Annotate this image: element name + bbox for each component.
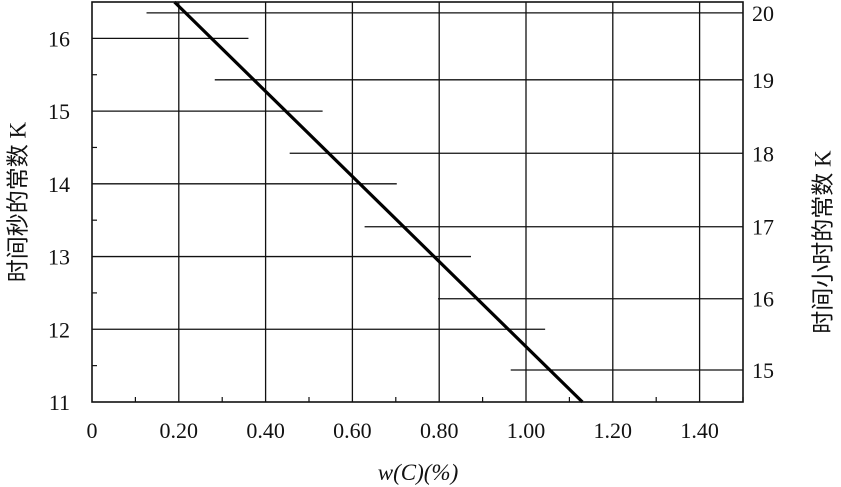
left-tick-label: 14 (48, 172, 70, 197)
right-tick-label: 18 (752, 141, 774, 166)
left-tick-label: 15 (48, 99, 70, 124)
left-tick-label: 11 (49, 390, 70, 415)
right-tick-label: 16 (752, 287, 774, 312)
x-tick-label: 1.20 (594, 418, 633, 443)
left-tick-lines (92, 37, 546, 367)
x-tick-label: 0.60 (333, 418, 372, 443)
series-layer (173, 0, 584, 404)
right-tick-lines (146, 12, 743, 371)
left-tick-label: 12 (48, 317, 70, 342)
left-axis-label: 时间秒的常数 K (5, 121, 30, 282)
x-tick-labels: 0 0.20 0.40 0.60 0.80 1.00 1.20 1.40 (87, 418, 719, 443)
right-tick-label: 15 (752, 358, 774, 383)
plot-frame (91, 1, 744, 403)
grid-layer (134, 2, 744, 402)
left-tick-labels: 11 12 13 14 15 16 (48, 26, 70, 415)
right-axis-label: 时间小时的常数 K (810, 150, 835, 334)
x-axis-label: w(C)(%) (378, 460, 458, 485)
right-tick-label: 17 (752, 215, 774, 240)
x-tick-label: 0.20 (160, 418, 199, 443)
right-tick-labels: 15 16 17 18 19 20 (752, 1, 774, 383)
x-tick-label: 0 (87, 418, 98, 443)
left-tick-label: 16 (48, 26, 70, 51)
x-tick-label: 0.40 (246, 418, 285, 443)
right-tick-label: 20 (752, 1, 774, 26)
x-tick-label: 1.00 (507, 418, 546, 443)
right-tick-label: 19 (752, 68, 774, 93)
x-tick-label: 0.80 (420, 418, 459, 443)
series-line (173, 0, 584, 404)
x-tick-label: 1.40 (680, 418, 719, 443)
left-tick-label: 13 (48, 245, 70, 270)
